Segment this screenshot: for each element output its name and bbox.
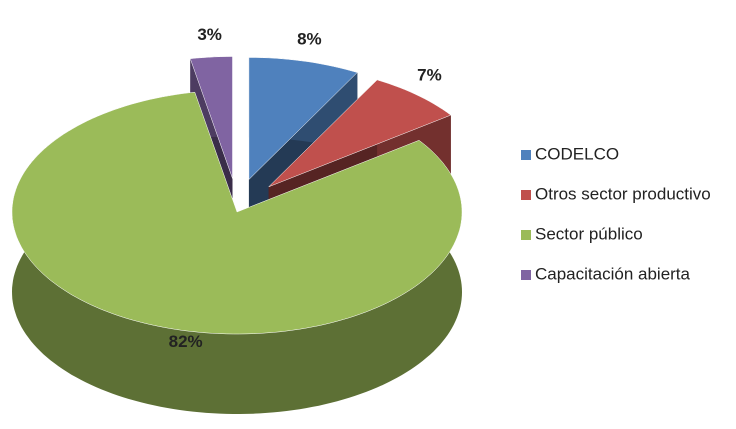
legend-label: Otros sector productivo xyxy=(535,184,711,203)
legend-swatch xyxy=(521,230,531,240)
slice xyxy=(248,57,358,181)
slice xyxy=(11,91,463,335)
data-label: 8% xyxy=(297,29,322,48)
data-label: 82% xyxy=(169,332,203,351)
legend-swatch xyxy=(521,270,531,280)
legend-label: Sector público xyxy=(535,224,643,243)
pie xyxy=(11,56,463,414)
slice xyxy=(268,79,452,188)
legend-label: CODELCO xyxy=(535,144,619,163)
legend-swatch xyxy=(521,190,531,200)
slice xyxy=(189,56,233,179)
data-label: 3% xyxy=(197,25,222,44)
data-label: 7% xyxy=(417,65,442,84)
legend-label: Capacitación abierta xyxy=(535,264,691,283)
legend-swatch xyxy=(521,150,531,160)
